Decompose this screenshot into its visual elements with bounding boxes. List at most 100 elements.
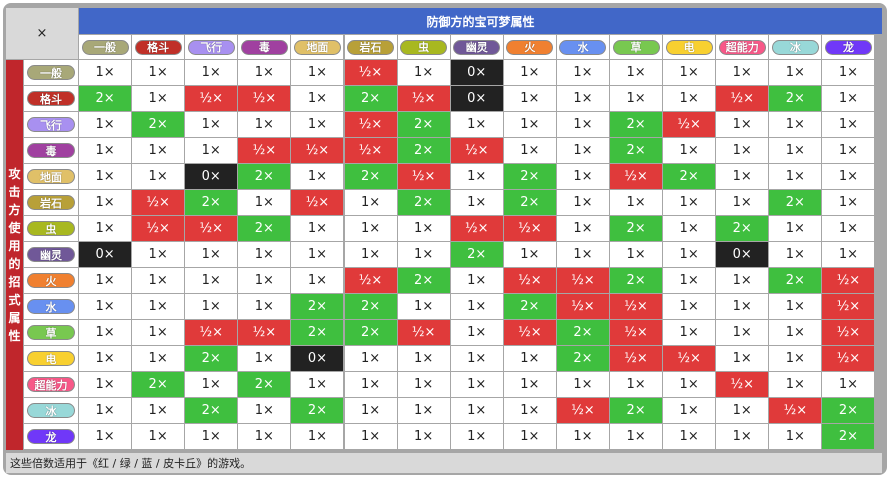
effectiveness-cell: 1× — [132, 242, 185, 267]
effectiveness-cell: 0× — [185, 164, 238, 189]
effectiveness-cell: 2× — [663, 164, 716, 189]
effectiveness-cell: 1× — [79, 424, 132, 449]
effectiveness-cell: 1× — [132, 164, 185, 189]
effectiveness-cell: ½× — [716, 372, 769, 397]
effectiveness-cell: 2× — [291, 398, 344, 423]
effectiveness-cell: 1× — [610, 60, 663, 85]
attack-title-char: 攻 — [8, 167, 21, 181]
effectiveness-cell: 1× — [132, 60, 185, 85]
effectiveness-cell: 1× — [291, 372, 344, 397]
effectiveness-cell: 1× — [79, 112, 132, 137]
effectiveness-cell: 1× — [291, 164, 344, 189]
attack-title-char: 招 — [8, 275, 21, 289]
effectiveness-cell: 2× — [610, 268, 663, 293]
effectiveness-cell: 1× — [769, 242, 822, 267]
effectiveness-cell: 1× — [610, 372, 663, 397]
effectiveness-cell: 1× — [663, 424, 716, 449]
effectiveness-cell: 1× — [610, 242, 663, 267]
attack-type-pill: 冰 — [27, 403, 75, 418]
effectiveness-cell: 1× — [397, 216, 450, 241]
effectiveness-cell: 1× — [556, 242, 609, 267]
effectiveness-cell: 1× — [238, 190, 291, 215]
effectiveness-cell: 1× — [822, 372, 875, 397]
effectiveness-cell: 2× — [503, 294, 556, 319]
effectiveness-cell: 0× — [79, 242, 132, 267]
effectiveness-cell: 1× — [397, 398, 450, 423]
effectiveness-cell: ½× — [238, 320, 291, 345]
effectiveness-cell: 0× — [450, 60, 503, 85]
attack-title-char: 属 — [8, 311, 21, 325]
effectiveness-cell: 1× — [344, 372, 397, 397]
effectiveness-cell: 1× — [556, 372, 609, 397]
row-header-5: 岩石 — [24, 190, 78, 215]
effectiveness-cell: 1× — [132, 138, 185, 163]
effectiveness-cell: 1× — [79, 60, 132, 85]
attack-type-pill: 电 — [27, 351, 75, 366]
column-header-13: 冰 — [769, 35, 822, 59]
effectiveness-cell: 1× — [397, 346, 450, 371]
effectiveness-cell: 1× — [132, 320, 185, 345]
column-header-9: 水 — [556, 35, 609, 59]
effectiveness-cell: 1× — [769, 60, 822, 85]
column-header-14: 龙 — [822, 35, 875, 59]
effectiveness-cell: 1× — [132, 86, 185, 111]
defense-type-pill: 飞行 — [187, 39, 235, 55]
effectiveness-cell: ½× — [610, 320, 663, 345]
effectiveness-cell: 2× — [397, 138, 450, 163]
effectiveness-cell: 1× — [450, 294, 503, 319]
effectiveness-cell: 1× — [132, 346, 185, 371]
attack-type-pill: 火 — [27, 273, 75, 288]
effectiveness-cell: 2× — [397, 268, 450, 293]
effectiveness-cell: ½× — [503, 320, 556, 345]
effectiveness-cell: 2× — [769, 86, 822, 111]
row-header-11: 电 — [24, 346, 78, 371]
attack-type-pill: 一般 — [27, 65, 75, 80]
effectiveness-cell: 2× — [291, 294, 344, 319]
column-header-3: 毒 — [238, 35, 291, 59]
effectiveness-cell: ½× — [610, 164, 663, 189]
effectiveness-cell: 1× — [132, 424, 185, 449]
effectiveness-cell: 2× — [556, 346, 609, 371]
defense-type-pill: 冰 — [771, 39, 819, 55]
effectiveness-cell: 1× — [610, 424, 663, 449]
effectiveness-cell: ½× — [344, 112, 397, 137]
effectiveness-cell: 0× — [291, 346, 344, 371]
defense-type-pill: 幽灵 — [453, 39, 501, 55]
effectiveness-cell: 1× — [822, 112, 875, 137]
effectiveness-cell: 0× — [450, 86, 503, 111]
effectiveness-cell: 1× — [556, 138, 609, 163]
effectiveness-cell: 1× — [185, 138, 238, 163]
effectiveness-cell: 1× — [79, 164, 132, 189]
effectiveness-cell: 1× — [769, 346, 822, 371]
effectiveness-cell: 1× — [556, 424, 609, 449]
effectiveness-cell: 1× — [822, 242, 875, 267]
effectiveness-cell: ½× — [185, 216, 238, 241]
attack-type-pill: 毒 — [27, 143, 75, 158]
effectiveness-cell: 1× — [238, 424, 291, 449]
effectiveness-cell: ½× — [344, 60, 397, 85]
row-header-10: 草 — [24, 320, 78, 345]
effectiveness-cell: 1× — [716, 164, 769, 189]
effectiveness-cell: 1× — [716, 398, 769, 423]
effectiveness-cell: 2× — [769, 190, 822, 215]
effectiveness-cell: 1× — [769, 424, 822, 449]
effectiveness-cell: 1× — [132, 398, 185, 423]
column-header-12: 超能力 — [716, 35, 769, 59]
effectiveness-cell: 1× — [291, 268, 344, 293]
effectiveness-cell: ½× — [822, 294, 875, 319]
effectiveness-cell: 1× — [185, 242, 238, 267]
defense-type-pill: 一般 — [81, 39, 129, 55]
effectiveness-cell: 1× — [132, 294, 185, 319]
effectiveness-cell: 1× — [344, 398, 397, 423]
effectiveness-cell: ½× — [132, 190, 185, 215]
type-chart-table: × 防御方的宝可梦属性 攻击方使用的招式属性 一般 格斗 飞行毒地面 岩石虫幽灵火水草… — [3, 3, 887, 475]
effectiveness-cell: ½× — [450, 138, 503, 163]
defense-type-pill: 草 — [612, 39, 660, 55]
effectiveness-cell: 1× — [663, 60, 716, 85]
effectiveness-cell: ½× — [503, 268, 556, 293]
effectiveness-cell: 1× — [822, 190, 875, 215]
effectiveness-cell: ½× — [822, 320, 875, 345]
effectiveness-cell: 1× — [503, 86, 556, 111]
defense-type-pill: 电 — [665, 39, 713, 55]
column-header-6: 虫 — [397, 35, 450, 59]
